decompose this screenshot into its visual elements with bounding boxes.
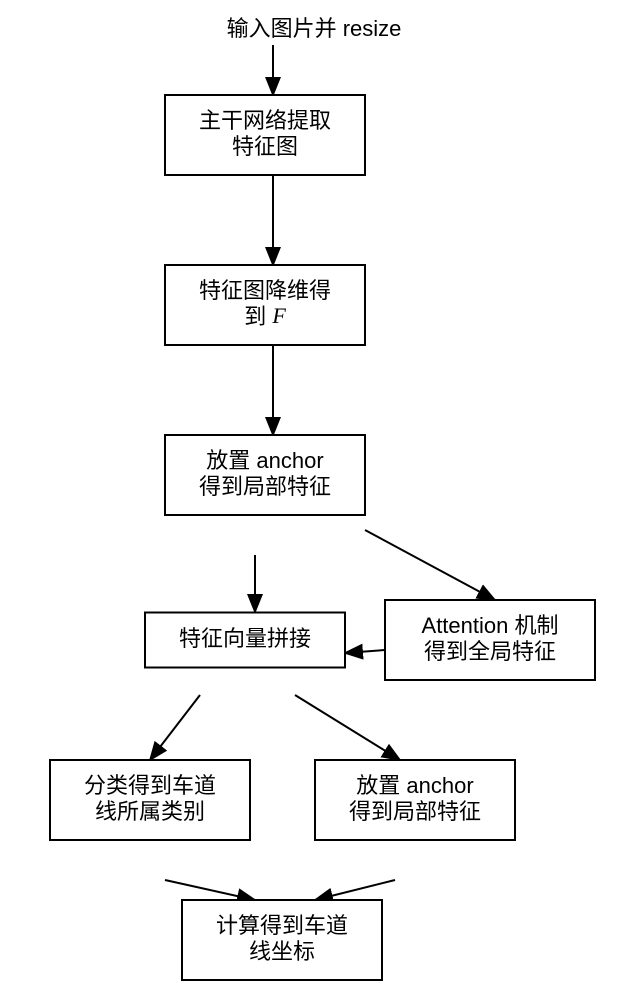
node-classify: 分类得到车道线所属类别 xyxy=(50,760,250,840)
edge-concat-classify xyxy=(150,695,200,760)
node-output-line0: 计算得到车道 xyxy=(216,913,348,938)
node-attention: Attention 机制得到全局特征 xyxy=(385,600,595,680)
node-reduce-line1: 到 F xyxy=(244,303,286,329)
node-concat: 特征向量拼接 xyxy=(145,613,345,668)
edge-anchor2-output xyxy=(315,880,395,900)
node-input: 输入图片并 resize xyxy=(227,16,402,41)
node-backbone-line1: 特征图 xyxy=(232,134,298,159)
edge-classify-output xyxy=(165,880,255,900)
node-input-line0: 输入图片并 resize xyxy=(227,16,402,41)
node-reduce-line0: 特征图降维得 xyxy=(199,278,331,303)
node-anchor2-line0: 放置 anchor xyxy=(356,773,473,798)
edge-concat-anchor2 xyxy=(295,695,400,760)
node-concat-line0: 特征向量拼接 xyxy=(179,626,311,651)
node-attention-line0: Attention 机制 xyxy=(422,613,559,638)
node-anchor1-line0: 放置 anchor xyxy=(206,448,323,473)
node-output: 计算得到车道线坐标 xyxy=(182,900,382,980)
node-anchor2: 放置 anchor得到局部特征 xyxy=(315,760,515,840)
nodes-layer: 输入图片并 resize主干网络提取特征图特征图降维得到 F放置 anchor得… xyxy=(50,16,595,980)
node-anchor2-line1: 得到局部特征 xyxy=(349,799,481,824)
node-anchor1: 放置 anchor得到局部特征 xyxy=(165,435,365,515)
flowchart-canvas: 输入图片并 resize主干网络提取特征图特征图降维得到 F放置 anchor得… xyxy=(0,0,628,1000)
node-output-line1: 线坐标 xyxy=(249,939,315,964)
node-classify-line1: 线所属类别 xyxy=(95,799,205,824)
node-anchor1-line1: 得到局部特征 xyxy=(199,474,331,499)
node-backbone-line0: 主干网络提取 xyxy=(199,108,331,133)
node-reduce: 特征图降维得到 F xyxy=(165,265,365,345)
node-classify-line0: 分类得到车道 xyxy=(84,773,216,798)
edge-anchor1-attention xyxy=(365,530,495,600)
node-backbone: 主干网络提取特征图 xyxy=(165,95,365,175)
node-attention-line1: 得到全局特征 xyxy=(424,639,556,664)
edge-attention-concat xyxy=(345,650,385,653)
